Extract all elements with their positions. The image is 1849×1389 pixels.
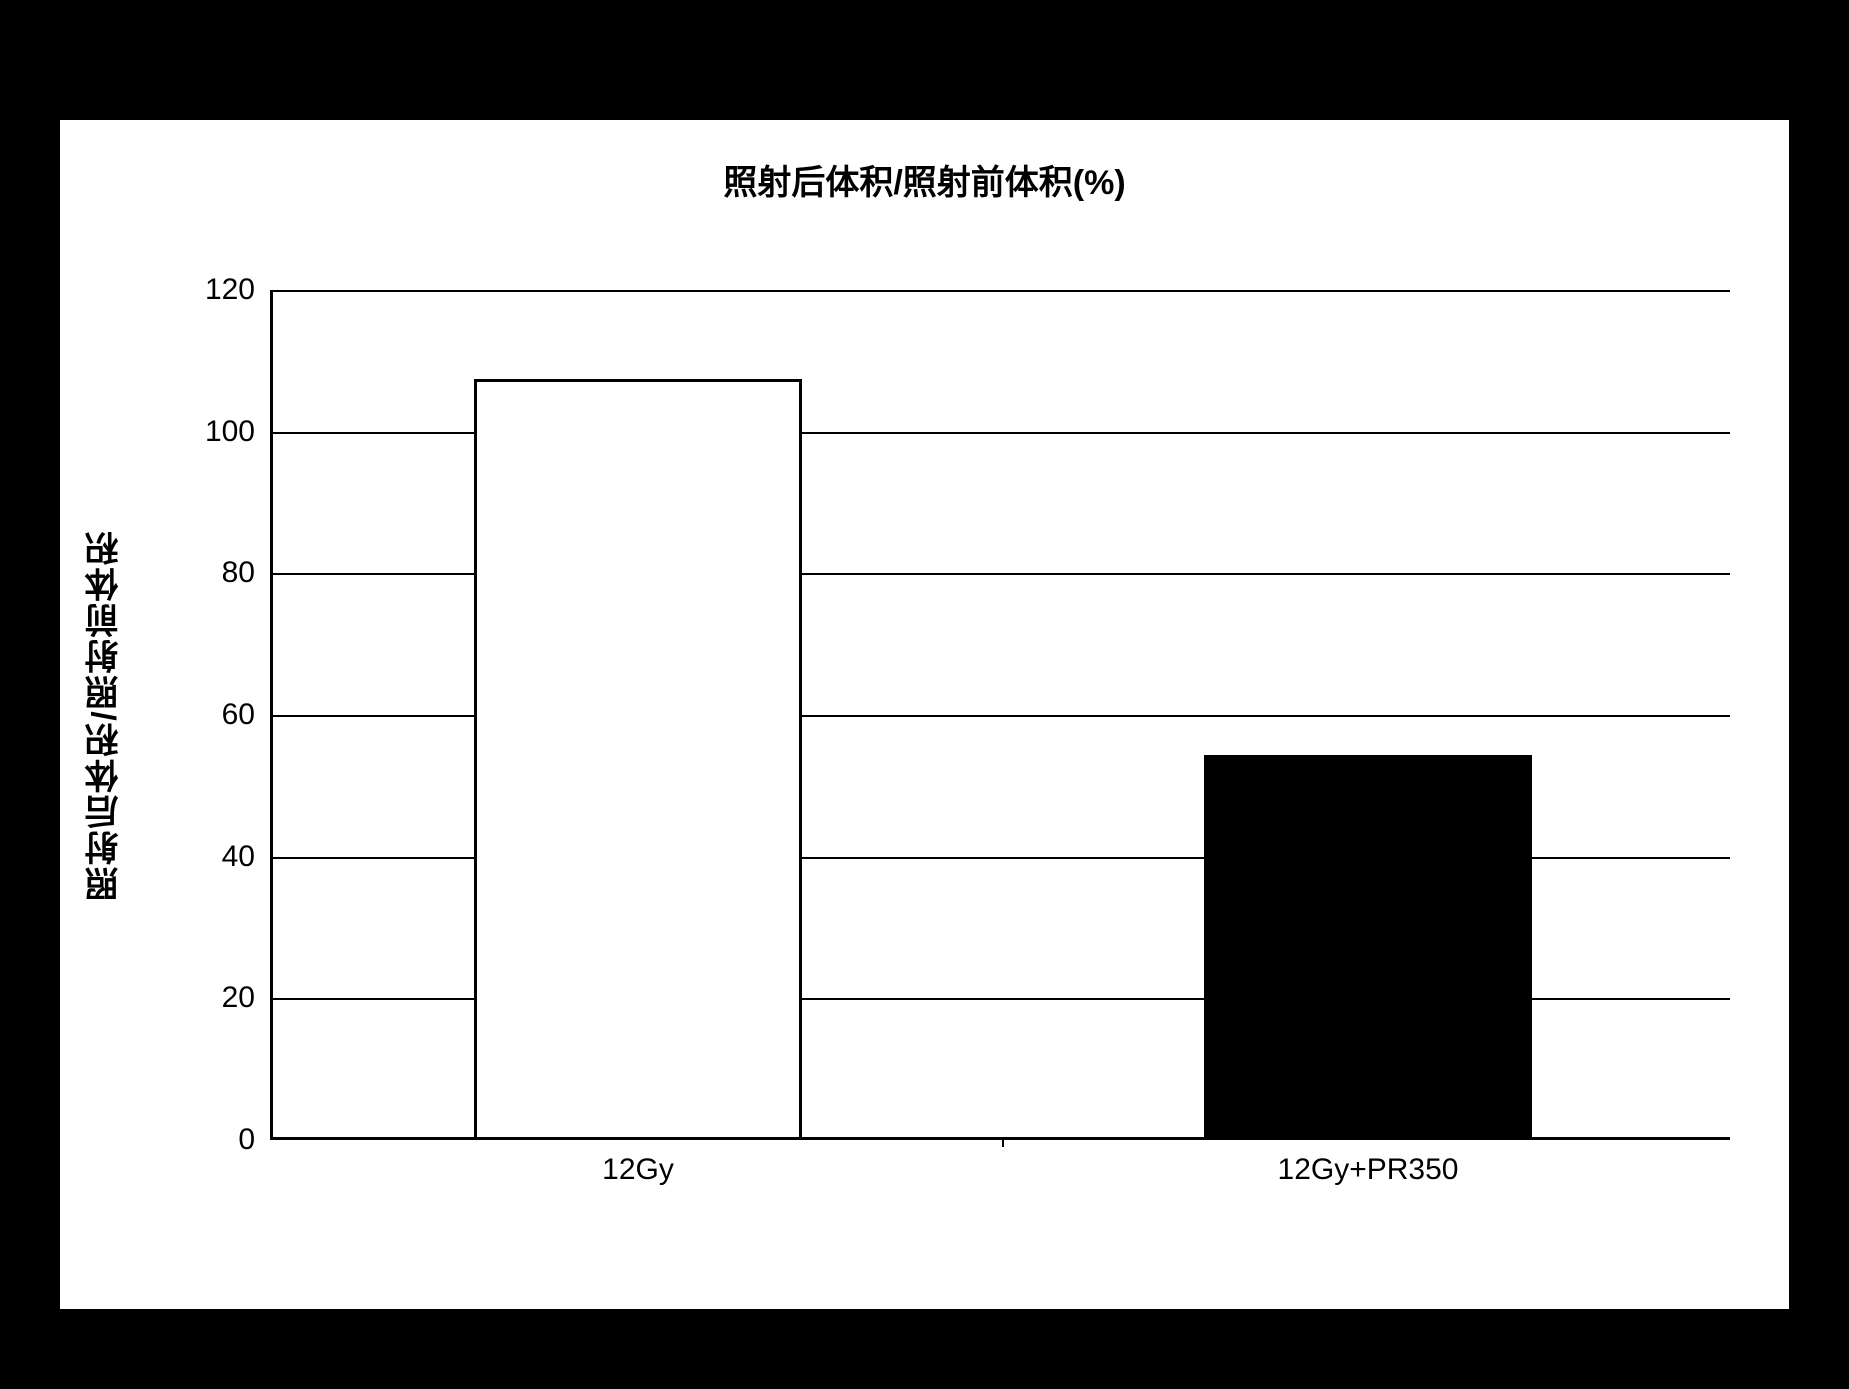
ytick-label: 120 — [205, 273, 273, 307]
gridline — [273, 290, 1730, 292]
xtick-label: 12Gy+PR350 — [1278, 1137, 1459, 1187]
bar-12Gy — [474, 379, 803, 1137]
chart-panel: 照射后体积/照射前体积(%) 照射后体积/照射前体积 0204060801001… — [60, 120, 1789, 1309]
ytick-label: 0 — [238, 1123, 273, 1157]
plot-area: 02040608010012012Gy12Gy+PR350 — [270, 290, 1730, 1140]
bar-12Gy+PR350 — [1204, 755, 1533, 1138]
ytick-label: 40 — [222, 840, 273, 874]
ytick-label: 100 — [205, 415, 273, 449]
ytick-label: 80 — [222, 556, 273, 590]
ytick-label: 60 — [222, 698, 273, 732]
outer-frame: 照射后体积/照射前体积(%) 照射后体积/照射前体积 0204060801001… — [40, 40, 1809, 1349]
chart-title: 照射后体积/照射前体积(%) — [60, 155, 1789, 204]
xtick-label: 12Gy — [602, 1137, 674, 1187]
xtick-mark — [1002, 1137, 1004, 1147]
ytick-label: 20 — [222, 981, 273, 1015]
y-axis-label: 照射后体积/照射前体积 — [80, 529, 129, 900]
